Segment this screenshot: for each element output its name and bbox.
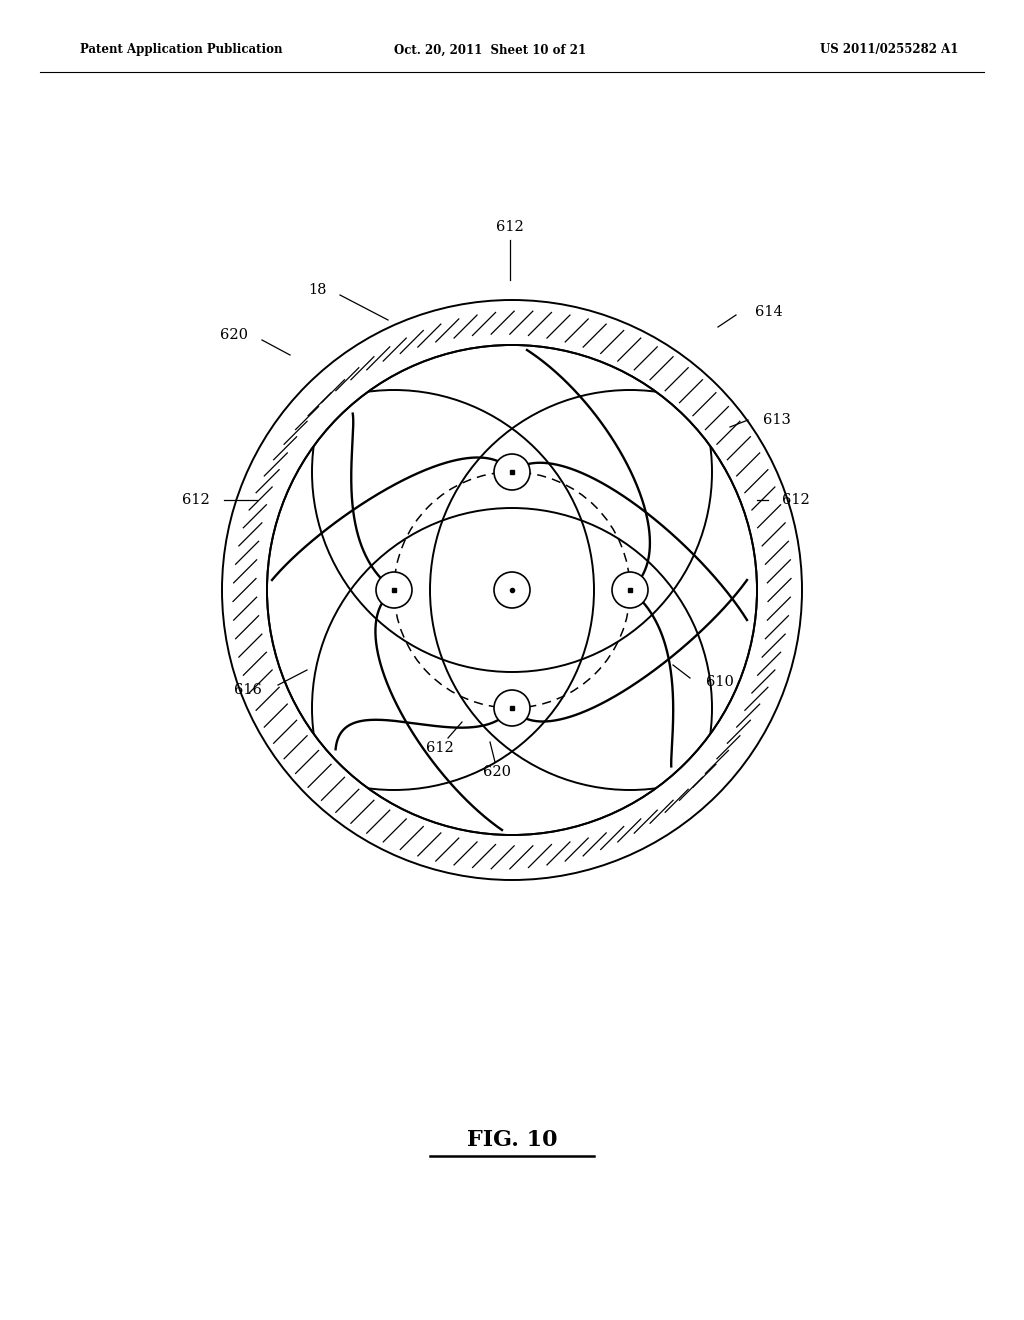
Text: 612: 612 <box>782 492 810 507</box>
Text: 620: 620 <box>483 766 511 779</box>
Circle shape <box>376 572 412 609</box>
Text: 610: 610 <box>706 675 734 689</box>
Text: 612: 612 <box>426 741 454 755</box>
Text: US 2011/0255282 A1: US 2011/0255282 A1 <box>820 44 958 57</box>
Text: 616: 616 <box>234 682 262 697</box>
Circle shape <box>267 345 757 836</box>
Text: 613: 613 <box>763 413 791 426</box>
Circle shape <box>494 690 530 726</box>
Text: 620: 620 <box>220 327 248 342</box>
Circle shape <box>222 300 802 880</box>
Text: 612: 612 <box>182 492 210 507</box>
Circle shape <box>612 572 648 609</box>
Text: Patent Application Publication: Patent Application Publication <box>80 44 283 57</box>
Text: 612: 612 <box>496 220 524 234</box>
Text: Oct. 20, 2011  Sheet 10 of 21: Oct. 20, 2011 Sheet 10 of 21 <box>394 44 586 57</box>
Circle shape <box>494 572 530 609</box>
Circle shape <box>494 454 530 490</box>
Text: 614: 614 <box>755 305 782 319</box>
Text: 18: 18 <box>309 282 328 297</box>
Text: FIG. 10: FIG. 10 <box>467 1129 557 1151</box>
